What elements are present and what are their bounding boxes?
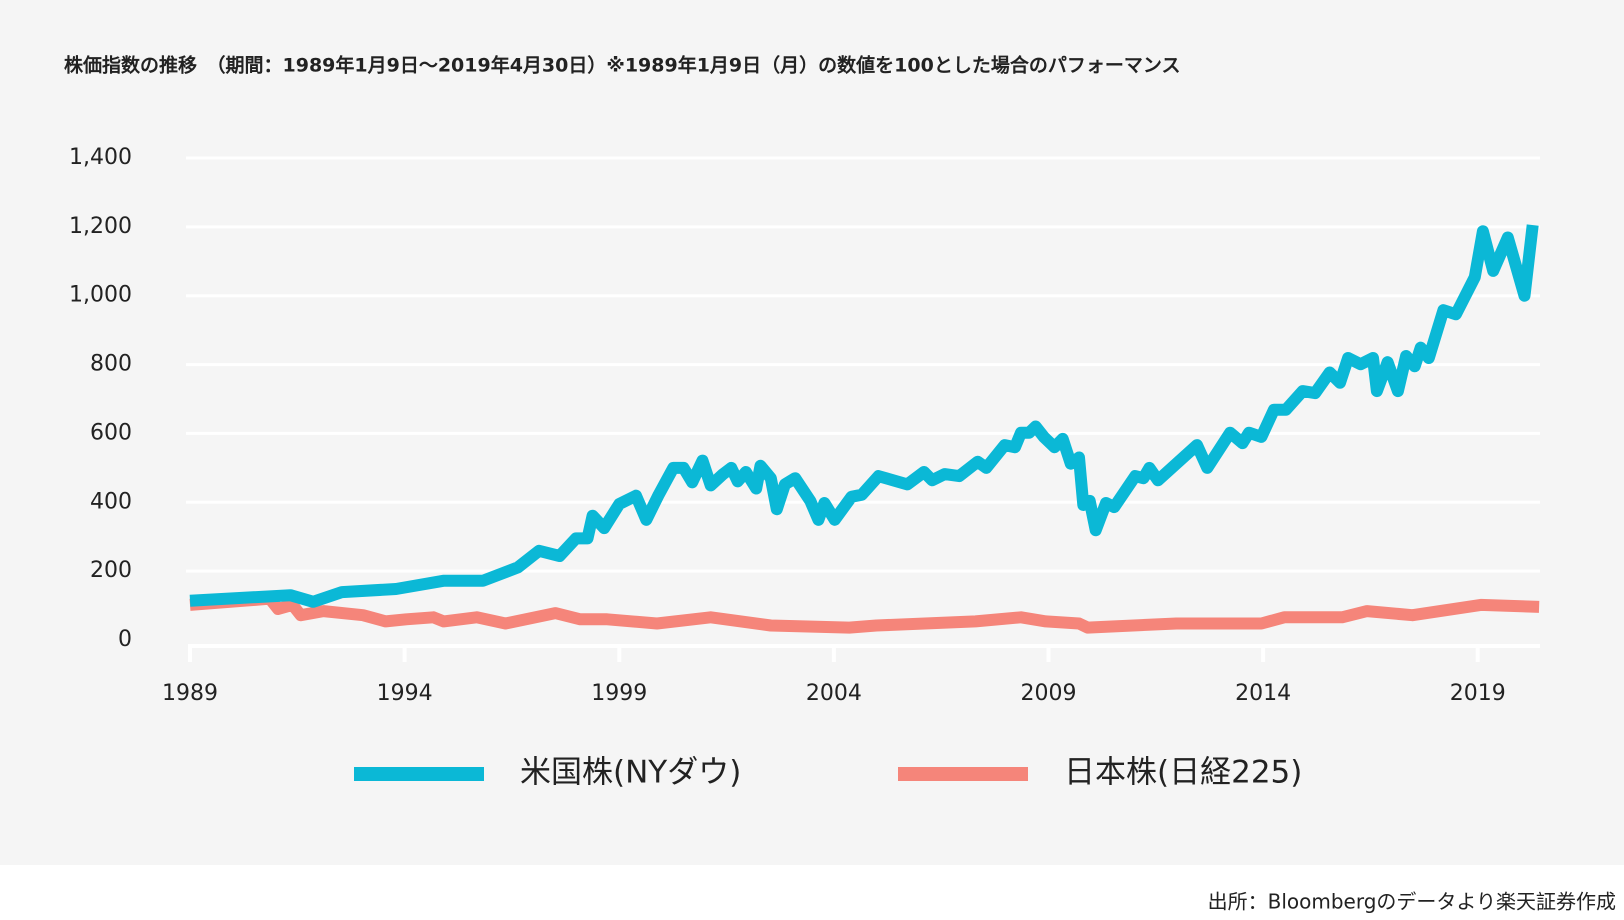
y-tick-label: 1,400 [69, 145, 132, 170]
y-tick-label: 1,000 [69, 283, 132, 308]
x-tick-label: 1994 [377, 681, 433, 706]
series-line [189, 592, 1540, 634]
y-tick-label: 200 [90, 558, 132, 583]
x-tick-label: 1999 [591, 681, 647, 706]
y-tick-label: 800 [90, 352, 132, 377]
y-tick-label: 600 [90, 420, 132, 445]
x-tick-label: 1989 [162, 681, 218, 706]
x-tick-label: 2019 [1450, 681, 1506, 706]
chart-title: 株価指数の推移 （期間：1989年1月9日～2019年4月30日）※1989年1… [64, 54, 1180, 77]
source-note: 出所：Bloombergのデータより楽天証券作成 [1208, 890, 1616, 914]
x-tick-label: 2009 [1021, 681, 1077, 706]
legend-label: 米国株(NYダウ) [520, 755, 741, 791]
series-line [189, 224, 1539, 608]
y-tick-label: 400 [90, 489, 132, 514]
x-tick-label: 2004 [806, 681, 862, 706]
legend-label: 日本株(日経225) [1064, 755, 1302, 791]
y-tick-label: 1,200 [69, 214, 132, 239]
x-tick-label: 2014 [1235, 681, 1291, 706]
y-tick-label: 0 [118, 627, 132, 652]
